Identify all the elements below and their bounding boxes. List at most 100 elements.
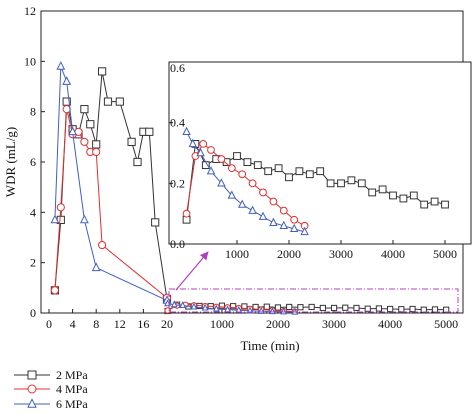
inset-point-6mpa bbox=[258, 211, 268, 220]
x-tick-label: 3000 bbox=[322, 317, 346, 331]
point-2mpa bbox=[145, 127, 154, 136]
inset-point-4mpa bbox=[259, 188, 267, 197]
inset-point-4mpa bbox=[199, 140, 208, 148]
longterm-point-6mpa bbox=[190, 302, 198, 310]
legend-label-2mpa: 2 MPa bbox=[56, 368, 88, 382]
point-2mpa bbox=[151, 218, 160, 227]
longterm-point-2mpa bbox=[230, 303, 237, 310]
inset-point-2mpa bbox=[285, 173, 293, 182]
inset-point-6mpa bbox=[188, 138, 198, 148]
inset-series-marks bbox=[182, 126, 449, 236]
inset-point-4mpa bbox=[182, 209, 191, 218]
inset-point-2mpa bbox=[326, 179, 335, 188]
longterm-point-2mpa bbox=[241, 303, 248, 310]
longterm-point-2mpa bbox=[263, 303, 270, 310]
x-tick-label: 12 bbox=[114, 317, 126, 331]
point-2mpa bbox=[133, 157, 142, 167]
inset-x-tick-label: 1000 bbox=[225, 247, 249, 261]
inset-point-2mpa bbox=[389, 191, 397, 200]
inset-point-2mpa bbox=[243, 158, 252, 166]
longterm-point-2mpa bbox=[218, 302, 226, 309]
point-4mpa bbox=[98, 240, 107, 250]
inset-point-2mpa bbox=[305, 170, 314, 179]
longterm-point-6mpa bbox=[280, 307, 288, 315]
longterm-point-2mpa bbox=[409, 305, 416, 313]
point-6mpa bbox=[79, 214, 89, 224]
longterm-point-2mpa bbox=[330, 304, 338, 312]
point-2mpa bbox=[86, 120, 95, 129]
x-tick-label: 20 bbox=[161, 317, 173, 331]
zoom-arrow bbox=[175, 251, 209, 291]
longterm-point-6mpa bbox=[246, 306, 254, 314]
legend-marker-6mpa bbox=[27, 398, 37, 408]
series-line-4mpa bbox=[54, 109, 168, 299]
point-4mpa bbox=[56, 203, 65, 212]
inset-point-2mpa bbox=[274, 164, 283, 173]
longterm-point-6mpa bbox=[179, 301, 187, 309]
inset-point-4mpa bbox=[248, 179, 257, 188]
point-6mpa bbox=[62, 76, 72, 85]
x-tick-label: 8 bbox=[93, 317, 99, 331]
point-6mpa bbox=[50, 214, 60, 224]
point-2mpa bbox=[98, 67, 107, 76]
inset-point-6mpa bbox=[269, 217, 278, 226]
inset-point-2mpa bbox=[441, 200, 449, 209]
longterm-point-2mpa bbox=[319, 304, 326, 312]
inset-point-4mpa bbox=[279, 206, 288, 215]
inset-point-2mpa bbox=[253, 161, 262, 170]
inset-x-tick-label: 4000 bbox=[381, 247, 405, 261]
x-tick-label: 1000 bbox=[210, 317, 234, 331]
longterm-point-2mpa bbox=[375, 305, 383, 312]
inset-y-tick-label: 0.0 bbox=[170, 237, 185, 251]
x-tick-label: 4 bbox=[70, 317, 76, 331]
inset-y-tick-label: 0.6 bbox=[170, 61, 185, 75]
inset-point-2mpa bbox=[316, 167, 325, 176]
inset-point-6mpa bbox=[289, 223, 299, 233]
longterm-point-2mpa bbox=[308, 303, 315, 311]
inset-point-2mpa bbox=[368, 188, 377, 197]
inset-y-tick-label: 0.2 bbox=[170, 176, 185, 190]
inset-point-2mpa bbox=[420, 200, 429, 209]
longterm-point-2mpa bbox=[398, 306, 405, 313]
x-axis-title: Time (min) bbox=[240, 338, 299, 353]
longterm-point-2mpa bbox=[286, 303, 293, 311]
y-tick-label: 10 bbox=[24, 54, 36, 68]
legend-label-4mpa: 4 MPa bbox=[56, 382, 88, 396]
inset-point-4mpa bbox=[227, 164, 236, 173]
point-6mpa bbox=[91, 262, 101, 272]
longterm-point-2mpa bbox=[274, 304, 282, 311]
inset-point-6mpa bbox=[237, 199, 247, 208]
legend-marks bbox=[14, 370, 50, 408]
point-6mpa bbox=[56, 61, 66, 70]
inset-point-2mpa bbox=[233, 152, 241, 160]
inset-point-4mpa bbox=[290, 215, 299, 224]
longterm-point-6mpa bbox=[212, 304, 220, 312]
inset-point-4mpa bbox=[217, 155, 226, 163]
inset-point-6mpa bbox=[196, 147, 205, 157]
longterm-point-4mpa bbox=[164, 307, 171, 314]
y-tick-label: 6 bbox=[30, 155, 36, 169]
longterm-point-2mpa bbox=[431, 306, 439, 313]
inset-point-2mpa bbox=[337, 179, 345, 188]
inset-point-6mpa bbox=[217, 178, 226, 187]
inset-x-tick-label: 5000 bbox=[433, 247, 457, 261]
inset-point-4mpa bbox=[207, 146, 215, 154]
longterm-point-2mpa bbox=[353, 304, 360, 312]
zoom-highlight-box bbox=[168, 288, 459, 313]
inset-point-6mpa bbox=[182, 126, 191, 135]
inset-point-6mpa bbox=[248, 205, 257, 214]
point-6mpa bbox=[68, 126, 78, 136]
x-tick-label: 4000 bbox=[378, 317, 402, 331]
inset-point-2mpa bbox=[430, 197, 439, 206]
inset-point-6mpa bbox=[206, 166, 216, 175]
inset-point-2mpa bbox=[378, 185, 387, 194]
inset-x-tick-label: 3000 bbox=[329, 247, 353, 261]
point-2mpa bbox=[127, 137, 136, 146]
longterm-point-6mpa bbox=[201, 303, 209, 311]
point-2mpa bbox=[115, 97, 124, 106]
longterm-point-2mpa bbox=[364, 305, 371, 312]
x-tick-label: 0 bbox=[46, 317, 52, 331]
legend-label-6mpa: 6 MPa bbox=[56, 397, 88, 411]
y-tick-label: 4 bbox=[30, 205, 36, 219]
inset-point-4mpa bbox=[269, 197, 278, 206]
